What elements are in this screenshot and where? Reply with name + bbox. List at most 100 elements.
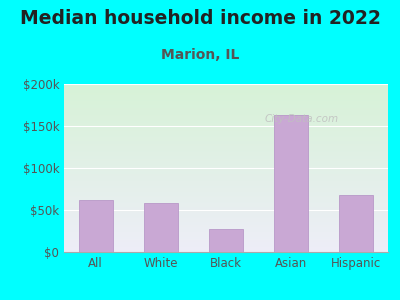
Bar	[64, 248, 388, 249]
Bar	[64, 145, 388, 146]
Bar	[209, 229, 243, 252]
Bar	[64, 94, 388, 95]
Bar	[64, 126, 388, 127]
Bar	[64, 213, 388, 214]
Bar	[64, 177, 388, 178]
Bar	[64, 243, 388, 244]
Bar	[64, 180, 388, 181]
Bar	[64, 86, 388, 87]
Bar	[64, 203, 388, 204]
Bar	[64, 234, 388, 235]
Bar	[64, 235, 388, 236]
Bar	[64, 208, 388, 209]
Bar	[64, 223, 388, 224]
Bar	[64, 214, 388, 215]
Bar	[64, 173, 388, 174]
Bar	[64, 210, 388, 211]
Bar	[339, 195, 373, 252]
Bar	[64, 106, 388, 107]
Bar	[79, 200, 113, 252]
Bar	[64, 132, 388, 133]
Bar	[64, 212, 388, 213]
Bar	[64, 181, 388, 182]
Bar	[64, 131, 388, 132]
Bar	[64, 157, 388, 158]
Bar	[64, 217, 388, 218]
Bar	[64, 150, 388, 151]
Bar	[64, 115, 388, 116]
Bar	[64, 139, 388, 140]
Bar	[64, 246, 388, 247]
Text: City-Data.com: City-Data.com	[265, 114, 339, 124]
Bar	[64, 227, 388, 228]
Bar	[64, 188, 388, 189]
Bar	[64, 193, 388, 194]
Bar	[64, 112, 388, 113]
Bar	[64, 202, 388, 203]
Bar	[64, 108, 388, 109]
Bar	[64, 242, 388, 243]
Bar	[64, 192, 388, 193]
Bar	[64, 184, 388, 185]
Bar	[64, 228, 388, 229]
Bar	[64, 189, 388, 190]
Bar	[64, 211, 388, 212]
Bar	[64, 209, 388, 210]
Bar	[64, 160, 388, 161]
Bar	[64, 202, 388, 203]
Bar	[64, 101, 388, 102]
Bar	[64, 114, 388, 115]
Bar	[64, 165, 388, 166]
Bar	[64, 204, 388, 205]
Bar	[64, 170, 388, 171]
Bar	[64, 198, 388, 199]
Bar	[64, 221, 388, 222]
Bar	[64, 250, 388, 251]
Bar	[64, 169, 388, 170]
Bar	[64, 142, 388, 143]
Bar	[64, 96, 388, 97]
Bar	[64, 178, 388, 179]
Bar	[64, 143, 388, 144]
Bar	[64, 179, 388, 180]
Bar	[64, 98, 388, 99]
Bar	[64, 134, 388, 135]
Bar	[64, 90, 388, 91]
Text: Median household income in 2022: Median household income in 2022	[20, 9, 380, 28]
Bar	[64, 107, 388, 108]
Bar	[64, 207, 388, 208]
Bar	[64, 104, 388, 105]
Bar	[64, 111, 388, 112]
Bar	[64, 183, 388, 184]
Bar	[64, 123, 388, 124]
Bar	[64, 118, 388, 119]
Bar	[64, 229, 388, 230]
Bar	[64, 161, 388, 162]
Bar	[64, 167, 388, 168]
Bar	[64, 84, 388, 85]
Bar	[64, 100, 388, 101]
Bar	[64, 99, 388, 100]
Bar	[64, 226, 388, 227]
Bar	[64, 205, 388, 206]
Bar	[64, 236, 388, 237]
Bar	[64, 171, 388, 172]
Bar	[64, 110, 388, 111]
Bar	[64, 136, 388, 137]
Bar	[64, 232, 388, 233]
Bar	[64, 159, 388, 160]
Bar	[64, 168, 388, 169]
Bar	[64, 118, 388, 119]
Bar	[64, 222, 388, 223]
Bar	[64, 241, 388, 242]
Bar	[64, 144, 388, 145]
Bar	[64, 133, 388, 134]
Bar	[64, 105, 388, 106]
Bar	[64, 87, 388, 88]
Bar	[64, 194, 388, 195]
Bar	[64, 97, 388, 98]
Text: Marion, IL: Marion, IL	[161, 48, 239, 62]
Bar	[64, 149, 388, 150]
Bar	[64, 120, 388, 121]
Bar	[64, 148, 388, 149]
